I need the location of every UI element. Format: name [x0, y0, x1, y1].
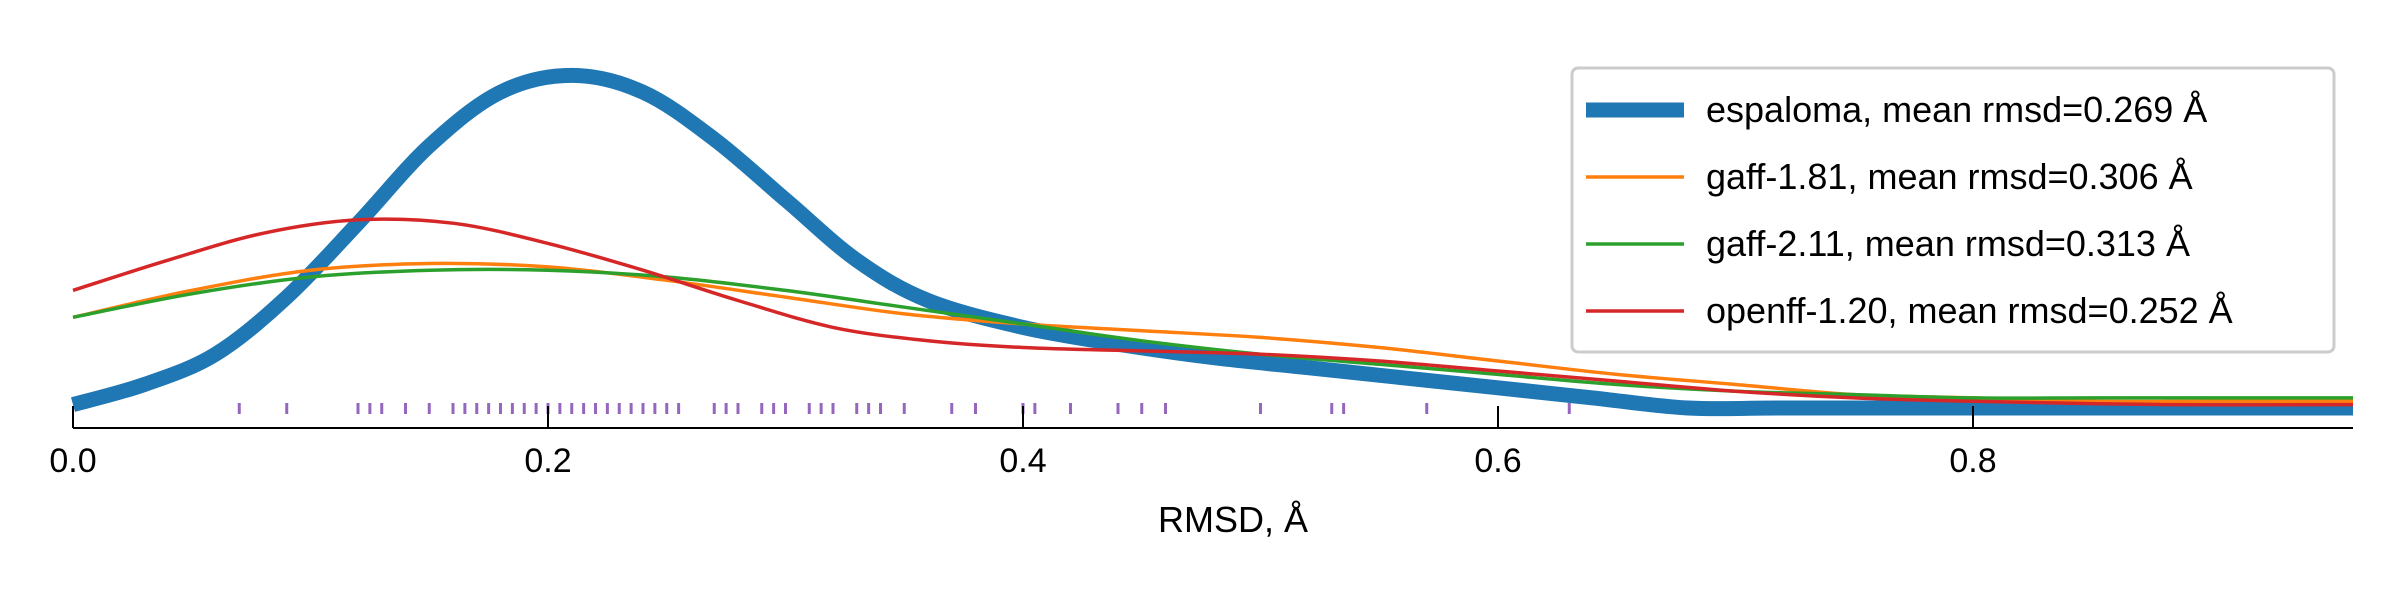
legend-entries: espaloma, mean rmsd=0.269 Å gaff-1.81, me…: [1586, 89, 2233, 331]
x-axis: 0.0 0.2 0.4 0.6 0.8 RMSD, Å: [49, 406, 2353, 540]
legend-label: gaff-1.81, mean rmsd=0.306 Å: [1706, 156, 2193, 197]
legend: espaloma, mean rmsd=0.269 Å gaff-1.81, me…: [1570, 66, 2336, 354]
rug-plot: [237, 403, 1571, 414]
legend-frame: [1570, 66, 2336, 354]
x-tick-label: 0.8: [1949, 442, 1996, 480]
x-tick-label: 0.0: [49, 442, 96, 480]
density-curves: [70, 67, 2354, 417]
x-tick-label: 0.4: [999, 442, 1046, 480]
series-line-3: [72, 267, 2353, 400]
legend-label: gaff-2.11, mean rmsd=0.313 Å: [1706, 223, 2190, 264]
x-axis-label: RMSD, Å: [1158, 499, 1308, 540]
x-tick-label: 0.2: [524, 442, 571, 480]
x-axis-ticks: 0.0 0.2 0.4 0.6 0.8: [49, 406, 1997, 480]
series-line-4: [72, 217, 2354, 407]
legend-label: espaloma, mean rmsd=0.269 Å: [1706, 89, 2207, 130]
legend-label: openff-1.20, mean rmsd=0.252 Å: [1706, 290, 2233, 331]
x-tick-label: 0.6: [1474, 442, 1521, 480]
